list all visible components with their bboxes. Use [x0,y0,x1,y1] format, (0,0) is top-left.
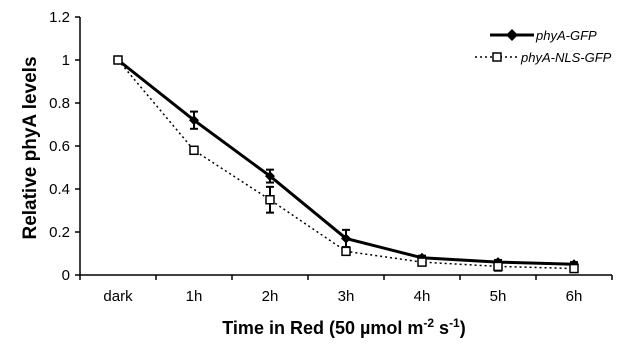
y-tick-label: 0.4 [49,181,70,198]
data-point-phya-gfp [341,233,351,244]
legend-item-phya-gfp: phyA-GFP [490,28,597,43]
data-point-phya-gfp [265,171,275,182]
legend-marker-phya-nls-gfp [492,52,502,62]
y-tick-label: 0.6 [49,138,70,155]
x-axis-title: Time in Red (50 µmol m-2 s-1) [222,316,465,338]
legend-item-phya-nls-gfp: phyA-NLS-GFP [475,50,612,65]
data-point-phya-nls-gfp [417,257,427,267]
y-ticks: 0 0.2 0.4 0.6 0.8 1 1.2 [49,9,80,284]
data-point-phya-nls-gfp [341,246,351,257]
data-point-phya-nls-gfp [113,55,123,65]
x-tick-label: 4h [414,288,431,305]
data-point-phya-nls-gfp [189,145,199,156]
y-tick-label: 1 [62,52,70,69]
x-tick-label: 6h [566,288,583,305]
y-axis-title: Relative phyA levels [20,56,41,239]
x-tick-label: 5h [490,288,507,305]
data-point-phya-nls-gfp [493,261,503,272]
x-tick-label: 3h [338,288,355,305]
y-tick-label: 0.2 [49,224,70,241]
series-phya-nls-gfp [113,55,579,274]
data-point-phya-gfp [189,115,199,126]
x-tick-label: 2h [262,288,279,305]
data-point-phya-nls-gfp [569,263,579,274]
legend-marker-phya-gfp [506,29,518,41]
x-ticks: dark 1h 2h 3h 4h 5h 6h [79,275,613,305]
series-layer [113,55,579,274]
x-tick-label: 1h [186,288,203,305]
series-phya-gfp [113,55,579,270]
y-tick-label: 0 [62,267,70,284]
data-point-phya-nls-gfp [265,195,275,205]
legend-label-phya-nls-gfp: phyA-NLS-GFP [520,50,612,65]
y-tick-label: 1.2 [49,9,70,26]
x-tick-label: dark [103,288,133,305]
y-tick-label: 0.8 [49,95,70,112]
legend: phyA-GFP phyA-NLS-GFP [475,28,612,65]
legend-label-phya-gfp: phyA-GFP [535,28,597,43]
